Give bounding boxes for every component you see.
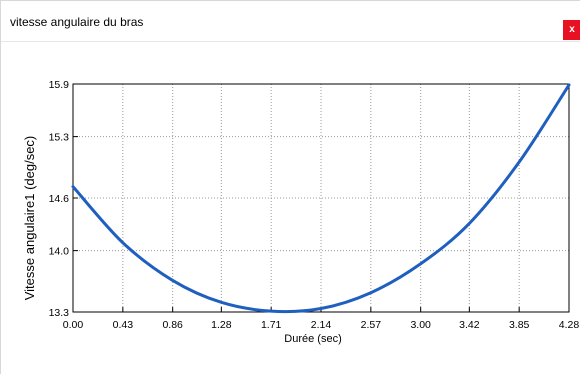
close-button[interactable]: x (563, 20, 580, 40)
y-axis-title: Vitesse angulaire1 (deg/sec) (22, 136, 37, 301)
title-bar[interactable]: vitesse angulaire du bras x (1, 1, 580, 41)
x-tick-label: 3.00 (410, 319, 431, 331)
x-tick-label: 4.28 (559, 319, 580, 331)
x-tick-label: 1.28 (211, 319, 232, 331)
y-tick-label: 15.3 (49, 132, 70, 144)
window-title: vitesse angulaire du bras (10, 15, 144, 29)
x-tick-label: 0.86 (162, 319, 183, 331)
chart-area: 0.00 0.43 0.86 1.28 1.71 2.14 2.57 3.00 3.42 3.85… (1, 41, 580, 376)
line-chart: 0.00 0.43 0.86 1.28 1.71 2.14 2.57 3.00 3.42 3.85… (22, 79, 580, 345)
x-tick-label: 2.14 (311, 319, 332, 331)
x-axis-title: Durée (sec) (284, 333, 341, 345)
x-tick-label: 3.85 (509, 319, 530, 331)
plot-frame (72, 83, 570, 313)
x-tick-label: 0.43 (113, 319, 134, 331)
series-line (71, 83, 571, 314)
x-tick-label: 3.42 (459, 319, 480, 331)
y-tick-label: 15.9 (49, 79, 70, 91)
y-tick-label: 13.3 (49, 307, 70, 319)
x-tick-label: 2.57 (361, 319, 382, 331)
y-tick-label: 14.6 (49, 193, 70, 205)
y-tick-label: 14.0 (49, 246, 70, 258)
x-tick-label: 1.71 (261, 319, 282, 331)
x-tick-label: 0.00 (63, 319, 84, 331)
